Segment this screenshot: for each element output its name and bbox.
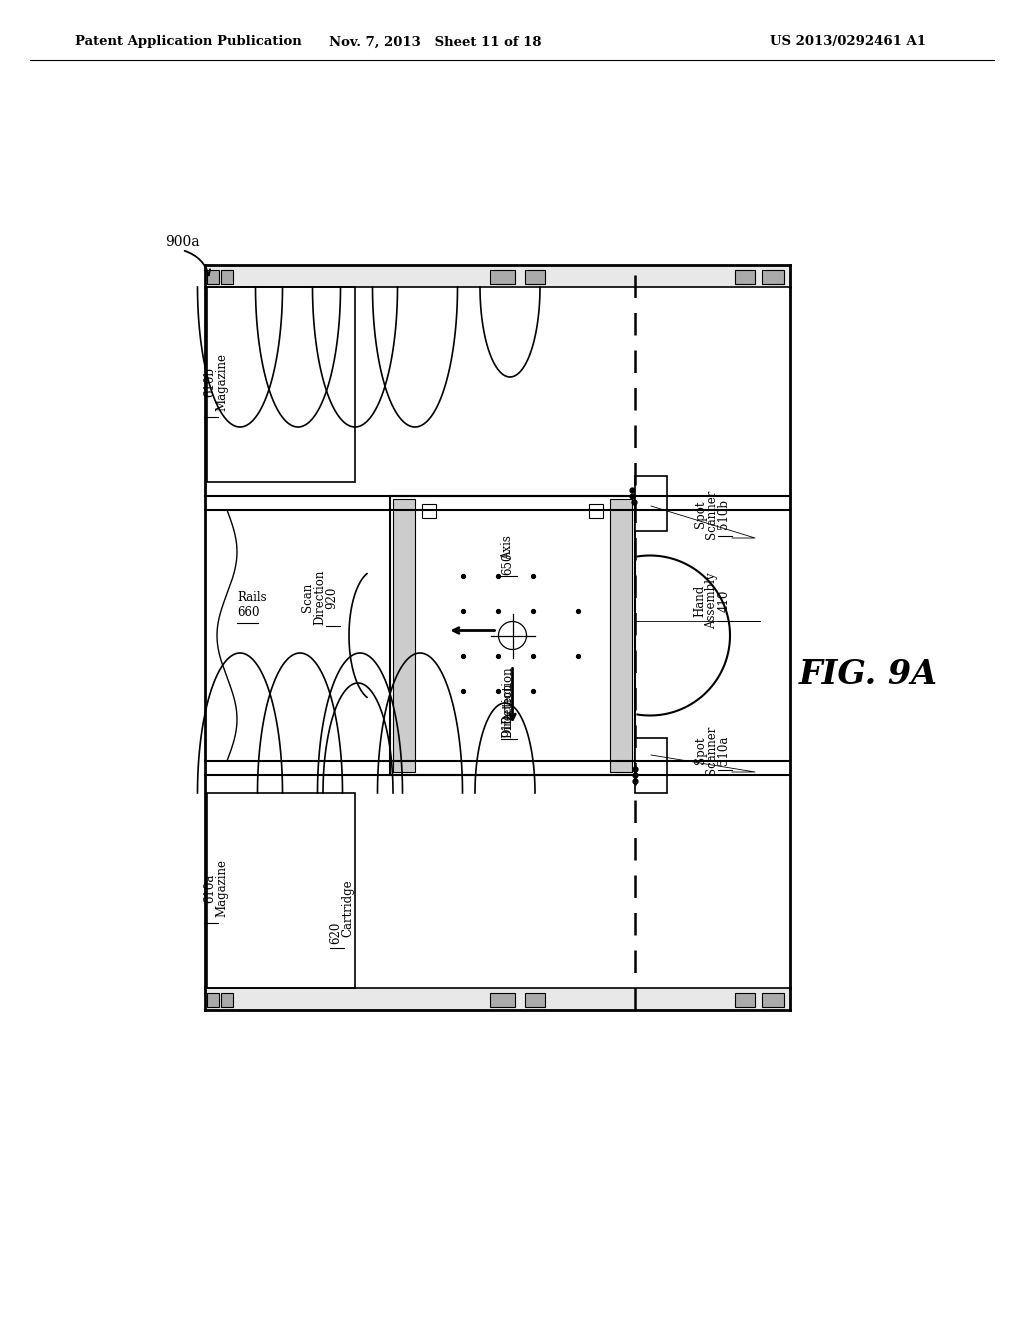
Text: Nov. 7, 2013   Sheet 11 of 18: Nov. 7, 2013 Sheet 11 of 18 — [329, 36, 542, 49]
Text: Spot: Spot — [693, 737, 707, 764]
Text: 660: 660 — [237, 606, 259, 619]
Text: 610b: 610b — [204, 367, 216, 397]
Text: Spot: Spot — [693, 500, 707, 528]
Text: Scanner: Scanner — [706, 725, 719, 775]
Bar — [205, 265, 790, 286]
Text: Magazine: Magazine — [215, 352, 228, 411]
Bar — [390, 496, 635, 775]
Bar — [490, 271, 515, 284]
Bar — [589, 504, 603, 517]
Text: 910: 910 — [501, 714, 514, 737]
Bar — [207, 993, 219, 1007]
Bar — [762, 993, 784, 1007]
Text: Direction: Direction — [313, 570, 327, 626]
Text: 610a: 610a — [204, 874, 216, 903]
Bar — [635, 738, 667, 793]
Text: Patent Application Publication: Patent Application Publication — [75, 36, 302, 49]
Text: Scanner: Scanner — [706, 490, 719, 539]
Bar — [635, 477, 667, 531]
Bar — [205, 987, 790, 1010]
Bar — [525, 993, 545, 1007]
Bar — [490, 993, 515, 1007]
Text: 620: 620 — [330, 921, 342, 944]
Bar — [207, 793, 355, 987]
Text: 510b: 510b — [718, 499, 730, 529]
Text: Direction: Direction — [501, 682, 514, 738]
Text: FIG. 9A: FIG. 9A — [799, 659, 938, 692]
Text: 650: 650 — [501, 552, 514, 574]
Bar — [735, 993, 755, 1007]
Bar — [207, 271, 219, 284]
Text: Rails: Rails — [237, 591, 266, 605]
Text: Cartridge: Cartridge — [341, 879, 354, 937]
Text: Detection: Detection — [501, 667, 514, 725]
Bar — [610, 499, 632, 772]
Text: 510a: 510a — [718, 735, 730, 764]
Bar — [762, 271, 784, 284]
Text: Scan: Scan — [301, 583, 314, 612]
Bar — [207, 286, 355, 482]
Bar — [393, 499, 415, 772]
Text: Magazine: Magazine — [215, 859, 228, 917]
Text: Hand: Hand — [693, 585, 707, 616]
Bar — [221, 993, 233, 1007]
Bar — [221, 271, 233, 284]
Text: Assembly: Assembly — [706, 572, 719, 628]
Text: 410: 410 — [718, 589, 730, 611]
Text: Axis: Axis — [501, 535, 514, 560]
Text: 900a: 900a — [165, 235, 200, 249]
Bar — [735, 271, 755, 284]
Bar — [422, 504, 436, 517]
Text: US 2013/0292461 A1: US 2013/0292461 A1 — [770, 36, 926, 49]
Bar — [525, 271, 545, 284]
Text: 920: 920 — [326, 586, 339, 609]
